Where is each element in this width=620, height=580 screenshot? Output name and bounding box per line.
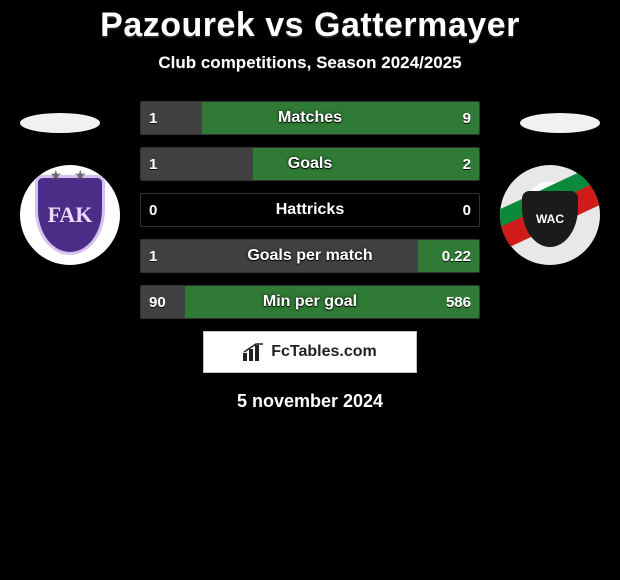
stat-value-left: 1 [141,102,165,134]
player-right-placeholder [520,113,600,133]
attribution-text: FcTables.com [271,343,377,361]
stat-value-right: 9 [455,102,479,134]
player-left-placeholder [20,113,100,133]
stat-value-left: 1 [141,148,165,180]
stat-bar-right [253,148,479,180]
stat-value-right: 2 [455,148,479,180]
stat-row: 12Goals [140,147,480,181]
stat-value-left: 0 [141,194,165,226]
stat-row: 0 0Hattricks [140,193,480,227]
stat-value-right: 586 [438,286,479,318]
date-label: 5 november 2024 [0,391,620,412]
page-title: Pazourek vs Gattermayer [0,0,620,45]
stat-row: 90586Min per goal [140,285,480,319]
crest-shield-icon: FAK [35,175,105,255]
stat-bar-left [141,240,418,272]
stat-row: 10.22Goals per match [140,239,480,273]
crest-stars-icon: ★ ★ [50,167,91,184]
subtitle: Club competitions, Season 2024/2025 [0,53,620,73]
stat-bar-right [185,286,479,318]
stat-value-right: 0.22 [434,240,479,272]
wac-crest-icon: WAC [500,165,600,265]
austria-wien-crest-icon: ★ ★ FAK [20,165,120,265]
comparison-panel: ★ ★ FAK WAC 19Matches12Goals00Hattricks1… [0,101,620,412]
bar-chart-icon [243,343,265,361]
stat-value-right: 0 [455,194,479,226]
stat-bar-right [202,102,479,134]
attribution-badge: FcTables.com [203,331,417,373]
club-logo-right: WAC [500,165,600,265]
stat-value-left: 1 [141,240,165,272]
stats-table: 19Matches12Goals00Hattricks10.22Goals pe… [140,101,480,319]
stat-value-left: 90 [141,286,174,318]
crest-shield-icon: WAC [522,191,578,247]
stat-label: Hattricks [141,194,479,226]
stat-row: 19Matches [140,101,480,135]
club-logo-left: ★ ★ FAK [20,165,120,265]
